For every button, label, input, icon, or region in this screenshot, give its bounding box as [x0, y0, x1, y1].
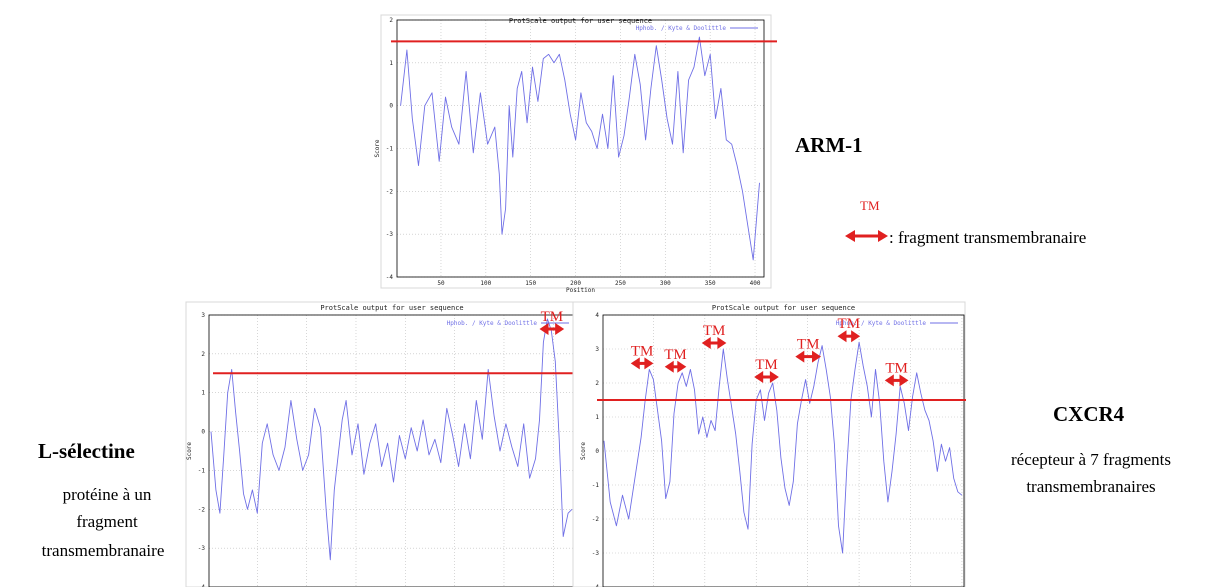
arm1-ytick-label: 2 [389, 17, 393, 24]
arm1-ytick-label: -2 [386, 188, 394, 195]
lsel-ylabel: Score [186, 442, 193, 460]
cxcr4-tm-label-2: TM [664, 347, 687, 363]
cxcr4-series-line [603, 341, 963, 554]
lsel-tm-label-1: TM [541, 309, 564, 325]
cxcr4-ytick-label: -4 [592, 584, 600, 587]
arm1-ytick-label: -4 [386, 274, 394, 281]
cxcr4-tm-arrow-5 [795, 350, 822, 363]
cxcr4-plot-area [602, 314, 965, 587]
arm1-ytick-label: -1 [386, 146, 394, 153]
cxcr4-desc-line2: transmembranaires [1026, 477, 1155, 496]
arm1-ytick-label: -3 [386, 231, 394, 238]
arm1-xtick-label: 250 [615, 280, 626, 287]
cxcr4-tm-label-3: TM [703, 323, 726, 339]
cxcr4-tm-arrow-7 [884, 374, 909, 387]
chart-arm1: ProtScale output for user sequence 50 100 1… [374, 14, 777, 294]
chart-cxcr4: ProtScale output for user sequence501001… [572, 301, 966, 587]
arm1-label: ARM-1 [795, 133, 863, 157]
cxcr4-tm-arrow-4 [754, 371, 779, 383]
lsel-ytick-label: 0 [201, 429, 205, 436]
cxcr4-tm-arrow-3 [701, 337, 727, 349]
cxcr4-tm-label-7: TM [885, 360, 908, 376]
arm1-frame [380, 14, 772, 289]
arm1-xtick-label: 350 [705, 280, 716, 287]
cxcr4-frame [572, 301, 966, 587]
lsel-ytick-label: -2 [198, 506, 206, 513]
arm1-ylabel: Score [374, 139, 381, 157]
arm1-xtick-label: 400 [750, 280, 761, 287]
lsel-ytick-label: 1 [201, 390, 205, 397]
lsel-tm-arrow-1 [539, 323, 565, 335]
cxcr4-ylabel: Score [580, 442, 587, 460]
cxcr4-ytick-label: -3 [592, 550, 600, 557]
lsel-ytick-label: -4 [198, 584, 206, 587]
cxcr4-desc-line1: récepteur à 7 fragments [1011, 450, 1171, 469]
cxcr4-label: CXCR4 [1053, 402, 1125, 426]
cxcr4-ytick-label: 1 [595, 414, 599, 421]
cxcr4-legend-label: Hphob. / Kyte & Doolittle [836, 320, 927, 327]
arm1-legend-label: Hphob. / Kyte & Doolittle [636, 25, 727, 32]
tm-legend: TM : fragment transmembranaire [845, 198, 1086, 247]
cxcr4-ytick-label: 4 [595, 312, 599, 319]
cxcr4-ytick-label: 2 [595, 380, 599, 387]
tm-legend-arrow-icon [845, 230, 888, 242]
lsel-desc-line3: transmembranaire [42, 541, 165, 560]
lsel-ytick-label: -1 [198, 467, 206, 474]
lsel-series-line [210, 318, 573, 561]
lsel-ytick-label: 2 [201, 351, 205, 358]
arm1-xtick-label: 200 [570, 280, 581, 287]
lsel-ytick-label: -3 [198, 545, 206, 552]
cxcr4-ytick-label: -2 [592, 516, 600, 523]
arm1-ytick-label: 1 [389, 60, 393, 67]
arm1-xtick-label: 300 [660, 280, 671, 287]
arm1-xlabel: Position [566, 287, 595, 294]
lsel-label: L-sélectine [38, 439, 135, 463]
arm1-title: ProtScale output for user sequence [509, 17, 652, 25]
arm1-plot-area [396, 19, 765, 278]
cxcr4-ytick-label: -1 [592, 482, 600, 489]
cxcr4-title: ProtScale output for user sequence [712, 304, 855, 312]
cxcr4-tm-label-6: TM [838, 316, 861, 332]
cxcr4-tm-label-1: TM [631, 343, 654, 359]
arm1-xtick-label: 50 [437, 280, 445, 287]
cxcr4-tm-arrow-6 [837, 330, 861, 343]
lsel-legend-label: Hphob. / Kyte & Doolittle [447, 320, 538, 327]
cxcr4-tm-arrow-1 [630, 357, 654, 370]
lsel-ytick-label: 3 [201, 312, 205, 319]
lsel-desc-line1: protéine à un [63, 485, 152, 504]
chart-lsel: ProtScale output for user sequence501001… [185, 301, 576, 587]
cxcr4-ytick-label: 0 [595, 448, 599, 455]
lsel-frame [185, 301, 575, 587]
arm1-xtick-label: 100 [480, 280, 491, 287]
tm-legend-text: : fragment transmembranaire [889, 228, 1086, 247]
cxcr4-tm-label-4: TM [755, 357, 778, 373]
cxcr4-ytick-label: 3 [595, 346, 599, 353]
cxcr4-tm-arrow-2 [664, 360, 687, 373]
arm1-xtick-label: 150 [525, 280, 536, 287]
arm1-ytick-label: 0 [389, 103, 393, 110]
tm-legend-tag: TM [860, 198, 880, 213]
lsel-desc-line2: fragment [76, 512, 138, 531]
arm1-series-line [400, 36, 760, 261]
cxcr4-tm-label-5: TM [797, 337, 820, 353]
lsel-title: ProtScale output for user sequence [320, 304, 463, 312]
